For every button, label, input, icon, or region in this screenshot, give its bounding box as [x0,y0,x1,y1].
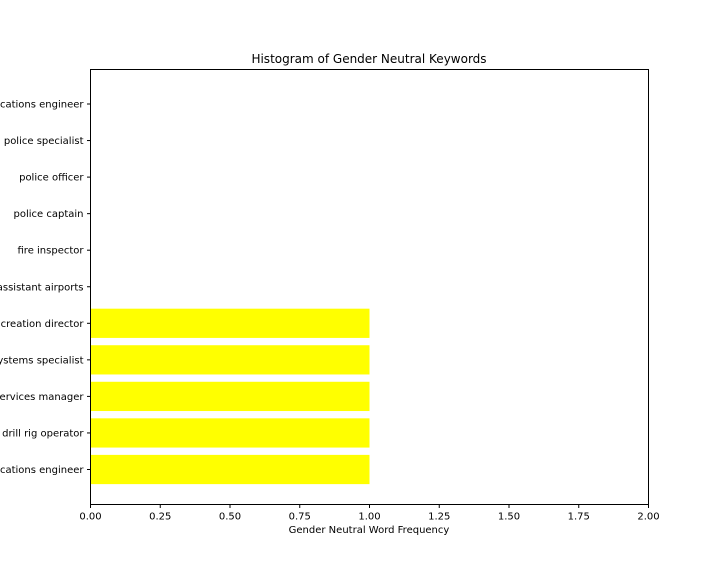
x-tick-label: 0.75 [289,512,311,523]
y-tick-label: ervices manager [0,392,84,403]
x-tick-label: 1.25 [428,512,450,523]
x-tick-label: 1.75 [568,512,590,523]
bars-group [90,308,370,485]
x-axis: 0.00 0.25 0.50 0.75 1.00 1.25 1.50 1.75 2.00 [79,504,660,523]
x-axis-label: Gender Neutral Word Frequency [289,525,450,536]
x-tick-label: 0.00 [79,512,101,523]
bar [90,454,370,485]
y-tick-label: police specialist [4,136,84,147]
y-tick-label: cations engineer [0,465,84,476]
x-tick-label: 0.25 [149,512,171,523]
y-tick-label: cations engineer [0,100,84,111]
x-tick-label: 2.00 [637,512,659,523]
y-tick-label: police captain [14,209,84,220]
y-tick-label: ystems specialist [0,355,84,366]
y-tick-label: police officer [19,173,84,184]
x-tick-label: 0.50 [219,512,241,523]
y-tick-label: creation director [1,319,85,330]
y-tick-label: drill rig operator [2,428,84,439]
y-axis: cations engineer drill rig operator ervice… [0,100,91,476]
bar [90,308,370,338]
y-tick-label: fire inspector [18,246,85,257]
y-tick-label: assistant airports [0,282,84,293]
bar [90,345,370,375]
x-tick-label: 1.00 [358,512,380,523]
chart-title: Histogram of Gender Neutral Keywords [251,52,486,66]
x-tick-label: 1.50 [498,512,520,523]
bar [90,418,370,448]
bar [90,381,370,412]
